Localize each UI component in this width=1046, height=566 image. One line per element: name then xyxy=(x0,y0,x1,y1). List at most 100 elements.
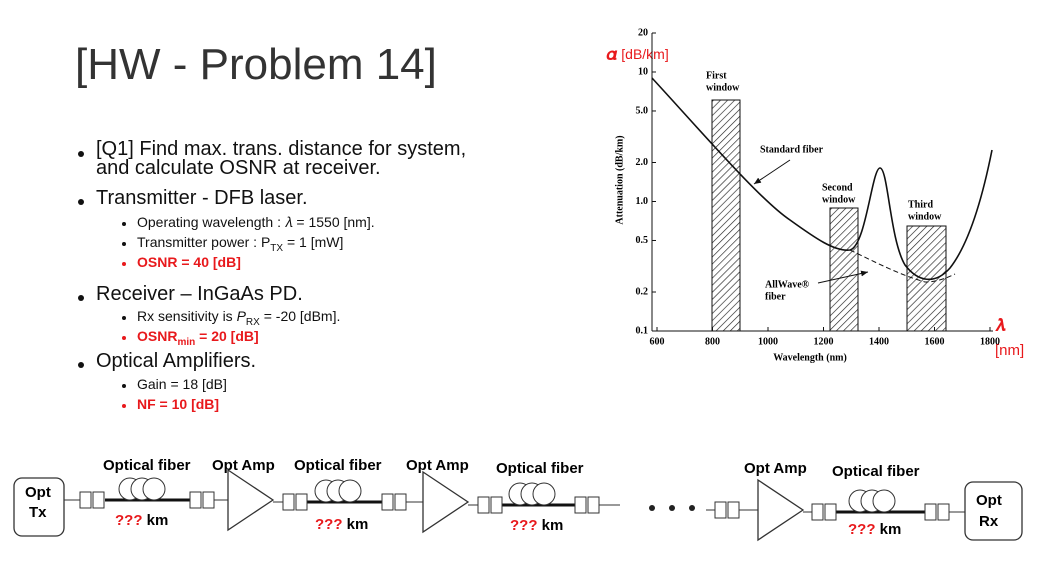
label: Opt Amp xyxy=(406,457,469,474)
y-axis-label: Attenuation (dB/km) xyxy=(614,135,625,224)
connector xyxy=(924,503,937,521)
annotation: window xyxy=(822,194,856,205)
span-label: ??? km xyxy=(315,516,368,533)
ellipsis-dot xyxy=(669,505,675,511)
y-tick-label: 0.2 xyxy=(636,286,649,297)
sub-bullet: Transmitter power : PTX = 1 [mW] xyxy=(137,234,344,254)
x-tick-label: 1800 xyxy=(980,336,1000,347)
y-tick-label: 1.0 xyxy=(636,196,649,207)
y-tick-label: 20 xyxy=(638,27,648,38)
annotation: Standard fiber xyxy=(760,144,824,155)
annotation: window xyxy=(706,82,740,93)
connector xyxy=(824,503,837,521)
connector xyxy=(202,491,215,509)
label: Opt Amp xyxy=(744,460,807,477)
y-tick-label: 2.0 xyxy=(636,157,649,168)
leader xyxy=(817,270,869,284)
amplifier xyxy=(422,470,470,534)
bullet-dot xyxy=(122,384,126,388)
annotation: Third xyxy=(908,199,933,210)
second-window xyxy=(829,207,859,332)
bullet: Receiver – InGaAs PD. xyxy=(96,283,303,305)
sub-bullet: OSNR = 40 [dB] xyxy=(137,254,241,270)
label: Optical fiber xyxy=(294,457,382,474)
slide-title: [HW - Problem 14] xyxy=(75,40,437,89)
sub-bullet: Gain = 18 [dB] xyxy=(137,376,227,392)
connector xyxy=(381,493,394,511)
annotation: window xyxy=(908,211,942,222)
sub-bullet: Operating wavelength : 𝜆 = 1550 [nm]. xyxy=(137,214,375,230)
bullet: [Q1] Find max. trans. distance for syste… xyxy=(96,138,467,160)
bullet-dot xyxy=(122,242,126,246)
label: Optical fiber xyxy=(832,463,920,480)
annotation: First xyxy=(706,70,727,81)
connector xyxy=(490,496,503,514)
connector xyxy=(477,496,490,514)
connector xyxy=(282,493,295,511)
y-tick-label: 10 xyxy=(638,66,648,77)
bullet-dot xyxy=(122,404,126,408)
standard-fiber-curve xyxy=(651,77,993,281)
x-tick-label: 800 xyxy=(705,336,720,347)
x-tick-label: 1600 xyxy=(925,336,945,347)
lambda-label: 𝝀 xyxy=(995,315,1006,335)
first-window xyxy=(711,99,741,332)
connector xyxy=(189,491,202,509)
rx-label: Opt xyxy=(976,492,1002,509)
connector xyxy=(587,496,600,514)
tx-label: Opt xyxy=(25,484,51,501)
amplifier xyxy=(757,478,805,542)
connector xyxy=(92,491,105,509)
label: Opt Amp xyxy=(212,457,275,474)
label: Optical fiber xyxy=(103,457,191,474)
leader xyxy=(753,159,791,185)
bullet: and calculate OSNR at receiver. xyxy=(96,157,381,179)
bullet-dot xyxy=(78,362,84,368)
bullet-dot xyxy=(78,199,84,205)
span-label: ??? km xyxy=(115,512,168,529)
x-tick-label: 1400 xyxy=(869,336,889,347)
fiber-coil xyxy=(872,489,896,513)
annotation: Second xyxy=(822,182,853,193)
y-tick-label: 5.0 xyxy=(636,105,649,116)
tx-box xyxy=(13,477,65,537)
sub-bullet: OSNRmin = 20 [dB] xyxy=(137,328,259,348)
fiber-coil xyxy=(532,482,556,506)
ellipsis-dot xyxy=(689,505,695,511)
bullet-dot xyxy=(78,151,84,157)
x-axis-label: Wavelength (nm) xyxy=(773,352,847,363)
bullet: Transmitter - DFB laser. xyxy=(96,187,308,209)
tx-label: Tx xyxy=(29,504,47,521)
x-tick-label: 600 xyxy=(650,336,665,347)
sub-bullet: NF = 10 [dB] xyxy=(137,396,220,412)
lambda-unit: [nm] xyxy=(995,342,1024,359)
connector xyxy=(394,493,407,511)
allwave-curve xyxy=(849,249,956,283)
rx-label: Rx xyxy=(979,513,999,530)
connector xyxy=(727,501,740,519)
span-label: ??? km xyxy=(848,521,901,538)
connector xyxy=(937,503,950,521)
alpha-label: 𝜶 [dB/km] xyxy=(606,44,669,64)
annotation: fiber xyxy=(765,291,786,302)
x-tick-label: 1200 xyxy=(814,336,834,347)
connector xyxy=(811,503,824,521)
amplifier xyxy=(227,468,275,532)
bullet-dot xyxy=(122,222,126,226)
bullet: Optical Amplifiers. xyxy=(96,350,257,372)
connector xyxy=(714,501,727,519)
connector xyxy=(574,496,587,514)
annotation: AllWave® xyxy=(765,279,810,290)
bullet-dot xyxy=(122,336,126,340)
y-tick-label: 0.5 xyxy=(636,235,649,246)
bullet-dot xyxy=(122,316,126,320)
ellipsis-dot xyxy=(649,505,655,511)
bullet-dot xyxy=(122,262,126,266)
x-tick-label: 1000 xyxy=(758,336,778,347)
fiber-coil xyxy=(338,479,362,503)
label: Optical fiber xyxy=(496,460,584,477)
bullet-dot xyxy=(78,295,84,301)
